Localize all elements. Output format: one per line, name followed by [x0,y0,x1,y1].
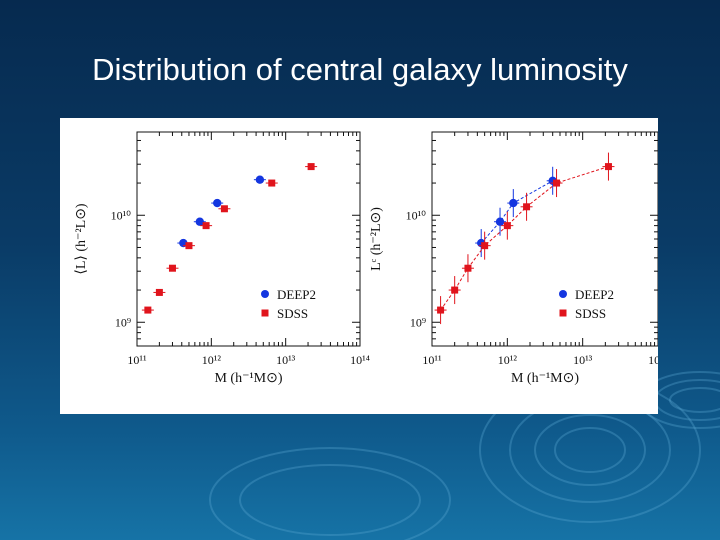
data-point [495,217,505,226]
data-point [523,203,531,211]
slide-title: Distribution of central galaxy luminosit… [92,52,628,87]
legend-label: SDSS [277,306,308,321]
x-tick-label: 10¹² [498,353,518,367]
data-point [144,306,152,314]
data-point [195,217,205,226]
legend-label: DEEP2 [575,287,614,302]
x-tick-label: 10¹¹ [422,353,442,367]
series-line [480,180,553,244]
data-point [202,222,210,230]
x-tick-label: 10¹¹ [127,353,147,367]
data-point [255,175,265,184]
x-tick-label: 10¹² [202,353,222,367]
data-point [185,242,193,250]
x-axis-label: M (h⁻¹M⊙) [511,371,579,386]
data-point [464,264,472,272]
data-point [220,205,228,213]
x-tick-label: 10¹³ [573,353,593,367]
chart-panel: 10¹¹ 10¹² 10¹³ 10¹⁴ 10⁹ 10¹⁰ M (h⁻¹M⊙) ⟨L⟩ (h⁻²… [60,118,658,414]
legend-label: SDSS [575,306,606,321]
data-point [451,286,459,294]
data-point [155,288,163,296]
charts-svg: 10¹¹ 10¹² 10¹³ 10¹⁴ 10⁹ 10¹⁰ M (h⁻¹M⊙) ⟨L⟩ (h⁻²… [74,131,658,386]
y-axis-label: Lᶜ (h⁻²L⊙) [369,207,384,271]
data-point [437,306,445,314]
x-tick-label: 10¹⁴ [350,353,370,367]
data-point [509,198,518,208]
x-tick-label: 10¹³ [276,353,296,367]
y-tick-label: 10⁹ [410,315,426,329]
data-point [553,179,561,187]
data-point [604,163,612,171]
x-axis-label: M (h⁻¹M⊙) [214,371,282,386]
plot-frame [136,131,361,347]
data-point [268,179,276,187]
series-line [440,166,609,311]
data-point [503,222,511,230]
legend-marker [261,290,269,298]
data-point [179,238,188,248]
data-point [213,198,222,208]
plot-frame [431,131,658,347]
y-tick-label: 10¹⁰ [406,208,427,222]
data-point [168,264,176,272]
legend-marker [559,309,567,317]
y-tick-label: 10¹⁰ [111,208,132,222]
x-tick-label: 10¹⁴ [648,353,658,367]
legend-marker [559,290,567,298]
y-axis-label: ⟨L⟩ (h⁻²L⊙) [74,203,89,275]
y-tick-label: 10⁹ [115,315,131,329]
data-point [481,242,489,250]
legend-label: DEEP2 [277,287,316,302]
data-point [307,163,315,171]
legend-marker [261,309,269,317]
